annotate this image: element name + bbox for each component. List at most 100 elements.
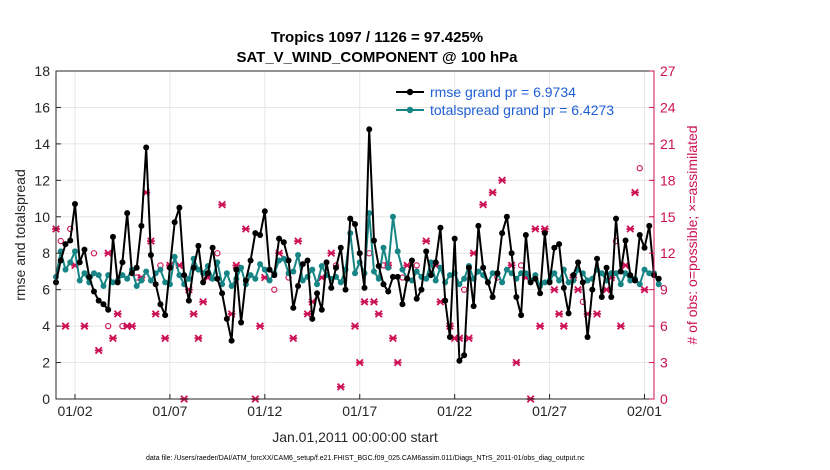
obs-assimilated-point [113,310,122,318]
rmse-point [276,235,283,242]
rmse-point [508,250,515,257]
right-axis: 0 3 6 9 12 15 18 21 24 27 [649,63,676,407]
rmse-point [67,237,74,244]
rmse-point [598,293,605,300]
obs-assimilated-point [422,237,431,245]
totalspread-point [627,277,634,284]
rmse-point [333,264,340,271]
obs-assimilated-point [498,176,506,185]
rmse-point [451,235,458,242]
rmse-point [655,275,662,282]
obs-possible-point [214,250,221,257]
rmse-point [394,273,401,280]
totalspread-point [119,272,126,279]
totalspread-point [162,279,169,286]
obs-assimilated-point [393,358,402,367]
rmse-point [465,264,472,271]
rmse-point [437,224,444,231]
rmse-point [570,272,577,279]
rmse-point [318,306,325,313]
y-tick-label-left: 0 [42,391,50,407]
totalspread-point [475,268,482,275]
y-tick-label-right: 3 [660,355,668,371]
totalspread-point [257,261,264,268]
rmse-point [152,281,159,288]
rmse-point [366,126,373,133]
y-tick-label-right: 21 [660,136,676,152]
rmse-point [565,310,572,317]
rmse-point [636,232,643,238]
totalspread-point [76,277,83,284]
totalspread-point [380,244,387,251]
totalspread-point [314,281,321,288]
rmse-point [427,272,434,279]
rmse-point [219,290,226,297]
obs-assimilated-point [80,322,89,330]
rmse-point [541,230,548,237]
obs-assimilated-point [294,237,302,245]
totalspread-point [456,281,463,288]
legend-spread-marker [406,106,414,114]
rmse-point [337,244,344,251]
rmse-point [57,257,64,264]
rmse-point [328,284,335,291]
rmse-point [356,250,363,257]
rmse-point [138,222,145,229]
legend-rmse-marker [406,88,414,96]
rmse-point [280,239,287,246]
obs-possible-point [517,262,525,269]
rmse-point [143,144,150,151]
rmse-point [342,286,349,293]
totalspread-point [646,270,653,277]
obs-possible-point [57,237,64,245]
rmse-point [370,237,377,244]
series-lines [53,126,662,364]
x-tick-label: 01/27 [532,403,567,419]
obs-possible-point [67,225,74,233]
totalspread-point [147,277,154,284]
obs-assimilated-point [199,297,207,306]
rmse-point [90,288,97,295]
x-axis-label: Jan.01,2011 00:00:00 start [272,429,438,445]
obs-assimilated-point [327,249,336,258]
y-tick-label-left: 18 [34,63,50,79]
totalspread-point [461,275,468,282]
rmse-point [418,286,425,293]
x-tick-label: 01/07 [152,403,187,419]
obs-assimilated-point [151,310,160,318]
rmse-point [204,270,211,277]
rmse-point [157,301,164,308]
totalspread-point [389,213,396,220]
obs-assimilated-point [194,334,203,343]
totalspread-point [124,275,131,282]
rmse-point [470,303,477,310]
rmse-point [271,272,278,279]
rmse-point [551,244,558,251]
rmse-point [257,232,264,238]
rmse-point [560,284,567,291]
obs-assimilated-point [360,297,369,306]
obs-assimilated-point [242,225,250,233]
y-tick-label-left: 10 [34,209,50,225]
obs-assimilated-point [61,322,70,330]
rmse-point [323,259,330,266]
rmse-point [304,257,311,264]
totalspread-point [499,279,506,286]
totalspread-point [171,253,178,260]
rmse-point [290,304,297,311]
rmse-point [499,230,506,237]
rmse-point [62,241,69,248]
totalspread-point [299,277,306,284]
y-tick-label-right: 18 [660,172,676,188]
rmse-point [314,290,321,297]
y-tick-label-right: 24 [660,99,676,115]
rmse-point [646,222,653,229]
rmse-point [200,279,207,286]
data-file-footnote: data file: /Users/raeder/DAI/ATM_forcXX/… [146,455,585,462]
y-axis-label-right: # of obs: o=possible; ×=assimilated [684,125,700,344]
obs-possible-point [105,322,112,330]
rmse-point [190,264,197,271]
totalspread-point [261,266,268,273]
x-tick-label: 01/02 [57,403,92,419]
plot-frame [55,70,655,400]
